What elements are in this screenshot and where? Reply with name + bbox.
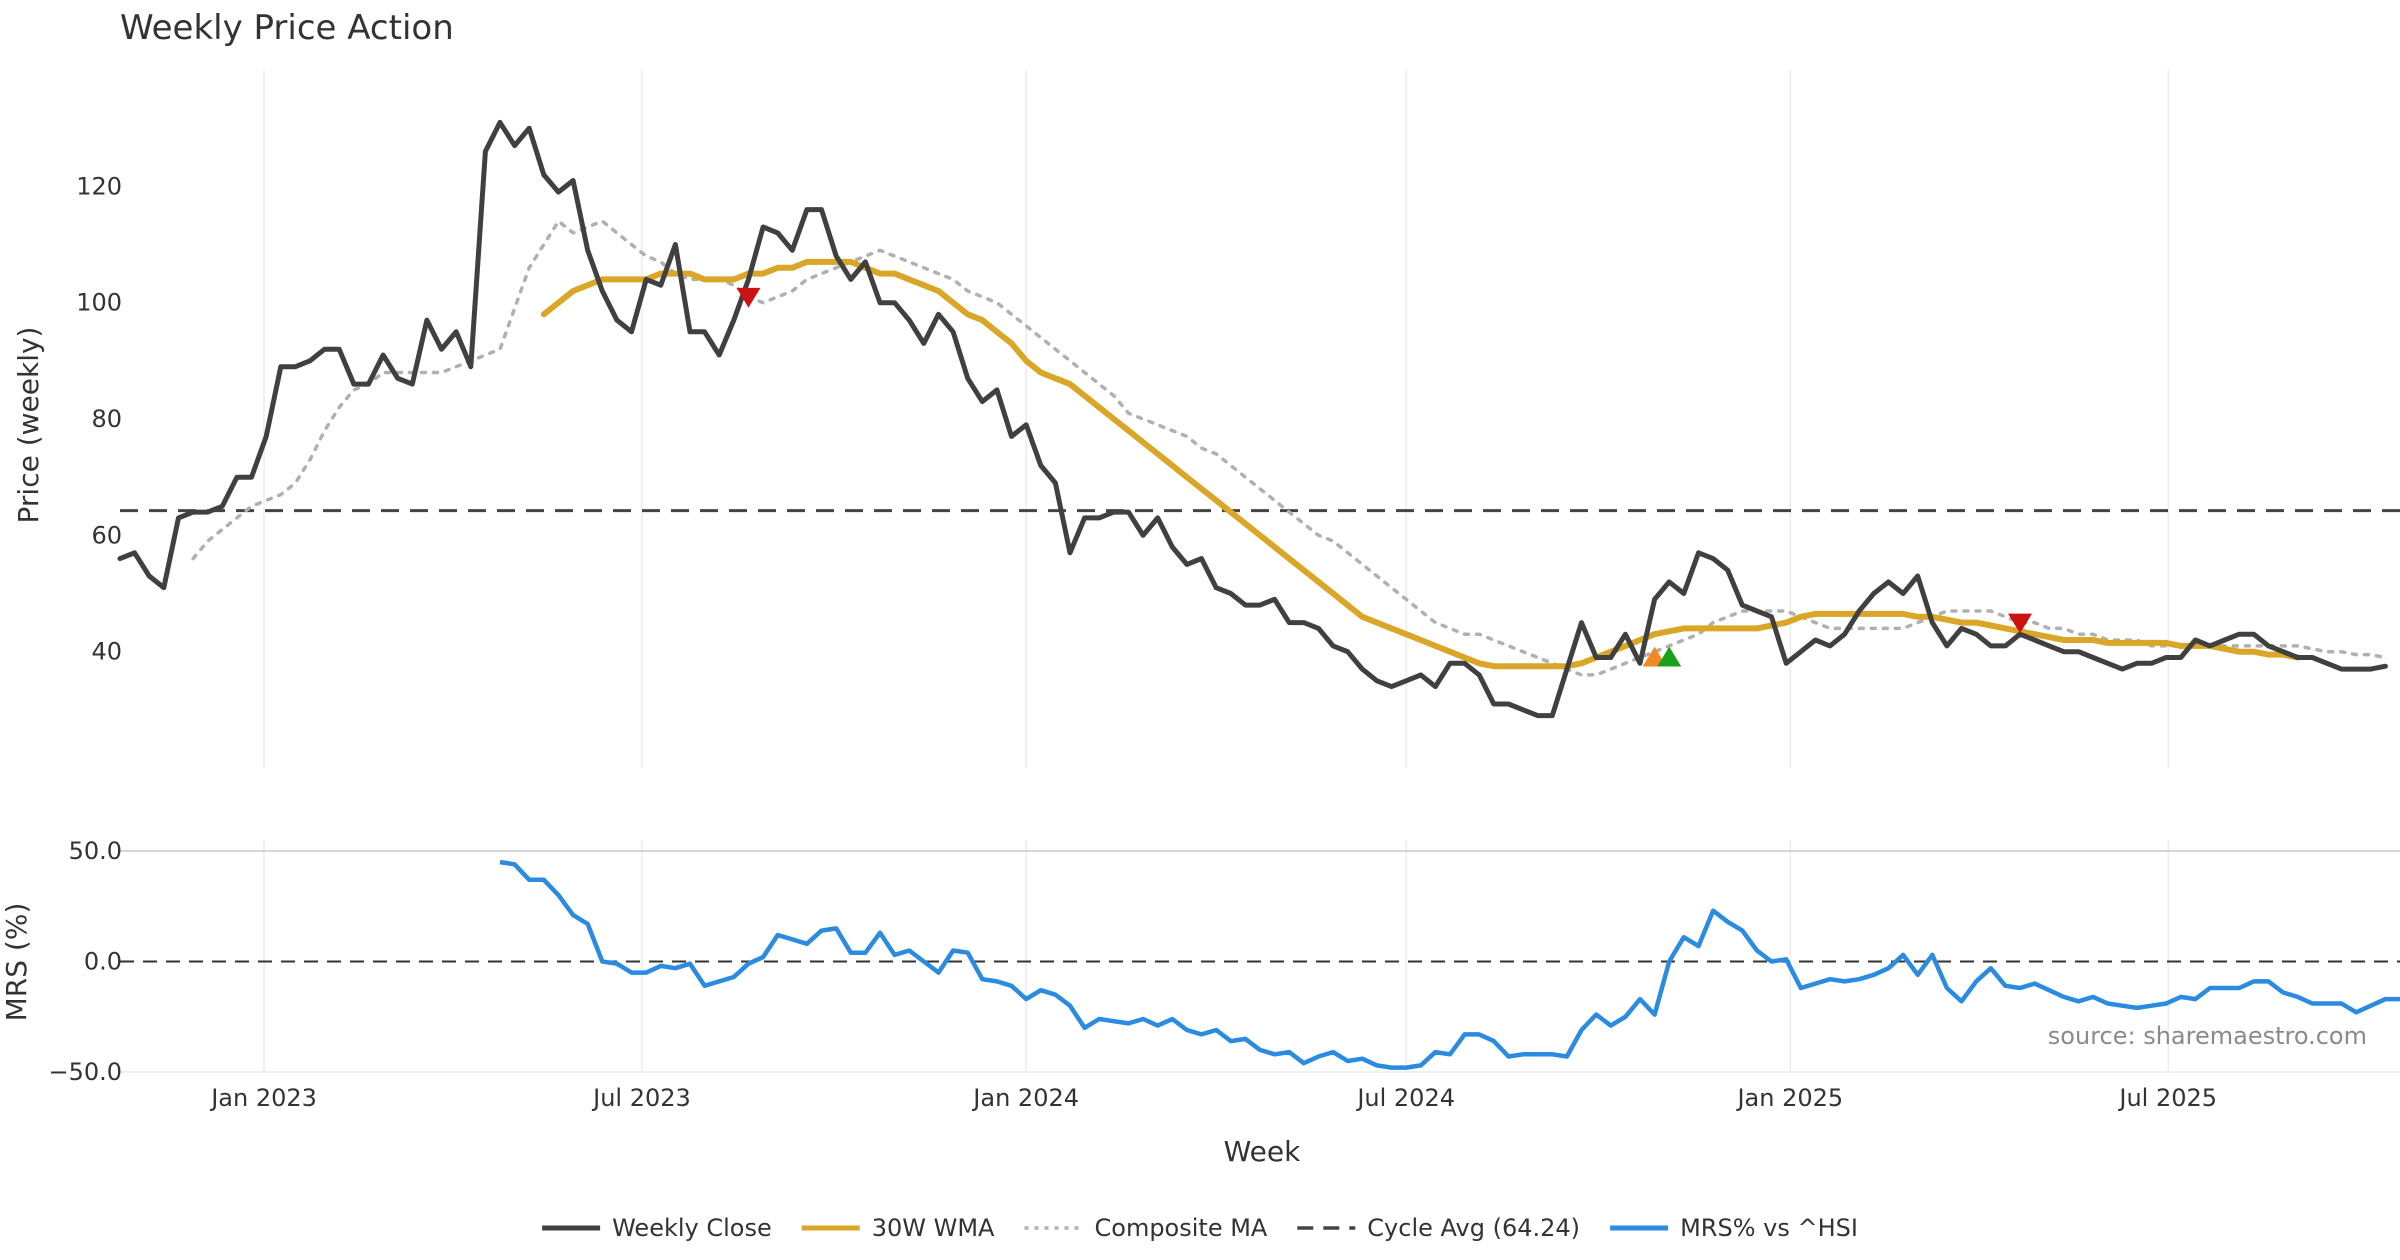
price-gridlines	[263, 70, 2169, 768]
price-y-tick-4: 120	[76, 172, 122, 200]
mrs-y-axis-label: MRS (%)	[0, 903, 33, 1022]
composite-ma-line	[191, 219, 2388, 677]
x-tick-label-0: Jan 2023	[209, 1084, 317, 1112]
source-note: source: sharemaestro.com	[2048, 1022, 2367, 1050]
legend-label: Weekly Close	[612, 1214, 772, 1242]
buy-signal-marker-2	[1657, 646, 1682, 667]
legend-item-4: MRS% vs ^HSI	[1610, 1214, 1858, 1242]
mrs-line	[499, 859, 2400, 1070]
legend-item-0: Weekly Close	[542, 1214, 772, 1242]
mrs-y-tick-1: 0.0	[84, 948, 122, 976]
signal-markers	[736, 287, 2032, 667]
mrs-gridlines	[120, 840, 2400, 1073]
mrs-y-tick-2: −50.0	[48, 1058, 122, 1086]
legend-label: Composite MA	[1095, 1214, 1268, 1242]
mrs-y-tick-0: 50.0	[69, 837, 122, 865]
x-tick-label-2: Jan 2024	[971, 1084, 1079, 1112]
legend: Weekly Close 30W WMA Composite MA Cycle Avg…	[542, 1214, 1858, 1242]
chart-title: Weekly Price Action	[120, 8, 454, 48]
price-series	[117, 119, 2400, 719]
price-y-tick-1: 60	[91, 521, 122, 549]
legend-item-2: Composite MA	[1024, 1214, 1268, 1242]
x-tick-label-1: Jul 2023	[591, 1084, 691, 1112]
legend-label: 30W WMA	[872, 1214, 995, 1242]
30w-wma-line	[540, 258, 2301, 670]
legend-label: Cycle Avg (64.24)	[1367, 1214, 1580, 1242]
sell-signal-marker-3	[2008, 613, 2032, 634]
legend-label: MRS% vs ^HSI	[1680, 1214, 1858, 1242]
x-axis-label: Week	[1224, 1135, 1301, 1168]
mrs-series	[120, 859, 2400, 1070]
x-tick-label-3: Jul 2024	[1355, 1084, 1455, 1112]
mrs-y-ticks: 50.0 0.0 −50.0	[48, 837, 122, 1086]
price-y-tick-0: 40	[91, 638, 122, 666]
x-tick-label-5: Jul 2025	[2117, 1084, 2217, 1112]
x-tick-label-4: Jan 2025	[1735, 1084, 1843, 1112]
weekly-close-line	[117, 119, 2388, 719]
legend-item-1: 30W WMA	[801, 1214, 995, 1242]
price-y-tick-3: 100	[76, 289, 122, 317]
sell-signal-marker-0	[736, 287, 761, 308]
price-y-tick-2: 80	[91, 405, 122, 433]
x-axis-ticks: Jan 2023 Jul 2023 Jan 2024 Jul 2024 Jan 2025…	[209, 1084, 2217, 1112]
price-y-axis-label: Price (weekly)	[12, 327, 45, 524]
price-y-ticks: 40 60 80 100 120	[76, 172, 122, 665]
legend-item-3: Cycle Avg (64.24)	[1297, 1214, 1580, 1242]
